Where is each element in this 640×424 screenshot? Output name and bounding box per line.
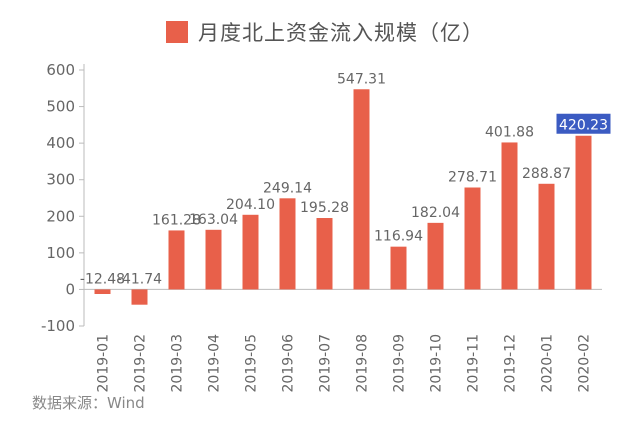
data-label: 163.04: [189, 212, 238, 228]
y-tick-label: 100: [46, 244, 75, 262]
data-label: -41.74: [117, 271, 162, 287]
bar: [94, 289, 111, 294]
x-tick-label: 2019-08: [355, 334, 371, 393]
x-tick-label: 2020-01: [540, 334, 556, 393]
bar: [205, 229, 222, 290]
source-note: 数据来源：Wind: [32, 394, 145, 412]
data-label: 420.23: [559, 118, 608, 134]
legend-swatch: [166, 21, 188, 43]
x-tick-label: 2019-12: [503, 334, 519, 393]
data-label: 182.04: [411, 205, 460, 221]
x-tick-label: 2019-05: [244, 334, 260, 393]
x-tick-label: 2019-10: [429, 334, 445, 393]
y-tick-label: 600: [46, 61, 75, 79]
data-label: 161.28: [152, 212, 201, 228]
data-label: 195.28: [300, 200, 349, 216]
data-label: 204.10: [226, 197, 275, 213]
bar: [242, 214, 259, 290]
y-tick-label: 300: [46, 171, 75, 189]
x-tick-label: 2020-02: [577, 334, 593, 393]
bar: [464, 187, 481, 290]
x-tick-label: 2019-09: [392, 334, 408, 393]
x-tick-label: 2019-04: [207, 334, 223, 393]
bar: [353, 89, 370, 290]
x-tick-label: 2019-06: [281, 334, 297, 393]
data-label: 116.94: [374, 229, 423, 245]
x-tick-label: 2019-02: [133, 334, 149, 393]
bar: [279, 198, 296, 290]
y-tick-label: 200: [46, 207, 75, 225]
bar: [427, 222, 444, 290]
x-tick-label: 2019-07: [318, 334, 334, 393]
legend: 月度北上资金流入规模（亿）: [166, 14, 484, 50]
data-label: 547.31: [337, 71, 386, 87]
y-tick-label: 0: [65, 280, 75, 298]
data-label-highlight-bg: [556, 113, 611, 134]
legend-label: 月度北上资金流入规模（亿）: [198, 21, 484, 45]
y-tick-label: 500: [46, 98, 75, 116]
data-label: 278.71: [448, 170, 497, 186]
data-label: -12.48: [80, 271, 125, 287]
data-label: 249.14: [263, 180, 312, 196]
bar: [501, 142, 518, 290]
bar: [390, 246, 407, 290]
data-label: 288.87: [522, 166, 571, 182]
bar: [316, 218, 333, 290]
x-tick-label: 2019-11: [466, 334, 482, 393]
bar: [538, 183, 555, 290]
y-tick-label: -100: [41, 317, 75, 335]
x-tick-label: 2019-03: [170, 334, 186, 393]
x-tick-label: 2019-01: [96, 334, 112, 393]
y-tick-label: 400: [46, 134, 75, 152]
bar: [168, 230, 185, 290]
data-label: 401.88: [485, 124, 534, 140]
bar: [575, 135, 592, 290]
bar: [131, 289, 148, 305]
